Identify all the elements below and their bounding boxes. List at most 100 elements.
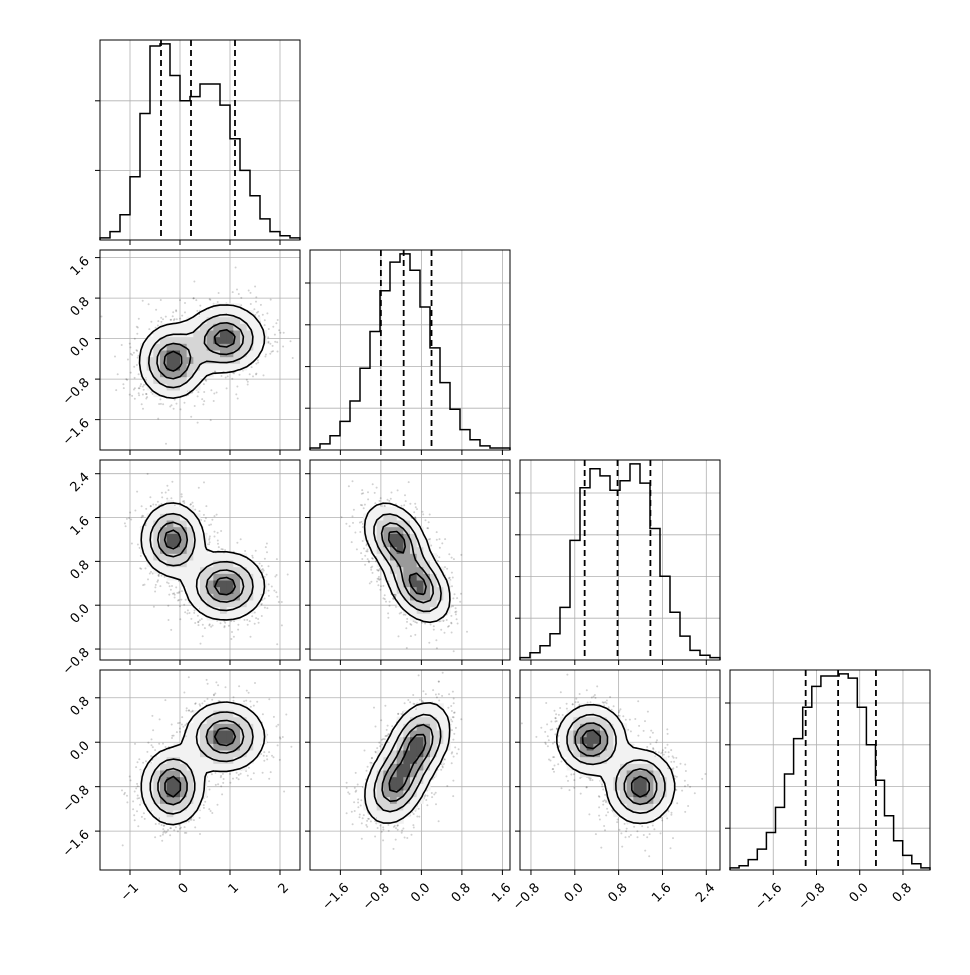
scatter-point <box>209 298 211 300</box>
scatter-point <box>406 621 408 623</box>
scatter-point <box>379 500 381 502</box>
scatter-point <box>268 328 270 330</box>
density-cell <box>253 573 260 580</box>
scatter-point <box>428 521 430 523</box>
scatter-point <box>261 569 263 571</box>
scatter-point <box>364 555 366 557</box>
scatter-point <box>226 387 228 389</box>
scatter-point <box>257 618 259 620</box>
scatter-point <box>134 338 136 340</box>
scatter-point <box>236 289 238 291</box>
scatter-point <box>133 389 135 391</box>
scatter-point <box>435 639 437 641</box>
density-cell <box>253 587 260 594</box>
scatter-point <box>201 398 203 400</box>
scatter-point <box>447 626 449 628</box>
density-cell <box>200 553 207 560</box>
scatter-point <box>138 318 140 320</box>
density-cell <box>167 390 174 397</box>
scatter-point <box>247 381 249 383</box>
scatter-point <box>230 638 232 640</box>
panel-content <box>100 250 300 450</box>
scatter-point <box>356 548 358 550</box>
scatter-point <box>436 531 438 533</box>
scatter-point <box>186 707 188 709</box>
scatter-point <box>239 374 241 376</box>
scatter-point <box>264 598 266 600</box>
scatter-point <box>430 624 432 626</box>
scatter-point <box>406 618 408 620</box>
scatter-point <box>453 558 455 560</box>
scatter-point <box>203 383 205 385</box>
scatter-point <box>204 520 206 522</box>
scatter-point <box>157 418 159 420</box>
scatter-point <box>345 523 347 525</box>
scatter-point <box>155 309 157 311</box>
scatter-point <box>383 597 385 599</box>
scatter-point <box>413 511 415 513</box>
scatter-point <box>193 612 195 614</box>
scatter-point <box>158 403 160 405</box>
density-cell <box>173 507 180 514</box>
scatter-point <box>364 564 366 566</box>
scatter-point <box>416 622 418 624</box>
scatter-point <box>184 311 186 313</box>
scatter-point <box>155 584 157 586</box>
scatter-point <box>352 515 354 517</box>
density-cell <box>403 553 410 560</box>
scatter-point <box>303 544 305 546</box>
scatter-point <box>454 593 456 595</box>
scatter-point <box>170 319 172 321</box>
scatter-point <box>273 716 275 718</box>
scatter-point <box>157 320 159 322</box>
scatter-point <box>446 619 448 621</box>
scatter-point <box>131 395 133 397</box>
scatter-point <box>195 299 197 301</box>
scatter-point <box>147 578 149 580</box>
density-cell <box>390 507 397 514</box>
scatter-point <box>377 584 379 586</box>
scatter-point <box>168 594 170 596</box>
scatter-point <box>367 558 369 560</box>
scatter-point <box>155 327 157 329</box>
density-cell <box>200 560 207 567</box>
scatter-point <box>365 550 367 552</box>
density-cell <box>180 323 187 330</box>
scatter-point <box>389 601 391 603</box>
scatter-point <box>387 612 389 614</box>
scatter-point <box>374 492 376 494</box>
scatter-point <box>220 530 222 532</box>
scatter-point <box>218 546 220 548</box>
scatter-point <box>246 379 248 381</box>
scatter-point <box>125 525 127 527</box>
scatter-point <box>235 393 237 395</box>
scatter-point <box>115 389 117 391</box>
scatter-point <box>199 510 201 512</box>
scatter-point <box>364 504 366 506</box>
density-cell <box>193 343 200 350</box>
scatter-point <box>209 789 211 791</box>
scatter-point <box>145 760 147 762</box>
scatter-point <box>152 746 154 748</box>
scatter-point <box>276 643 278 645</box>
scatter-point <box>406 647 408 649</box>
scatter-point <box>287 574 289 576</box>
scatter-point <box>422 513 424 515</box>
scatter-point <box>446 568 448 570</box>
density-cell <box>153 383 160 390</box>
scatter-point <box>128 517 130 519</box>
scatter-point <box>449 577 451 579</box>
scatter-point <box>146 393 148 395</box>
scatter-point <box>172 315 174 317</box>
scatter-point <box>436 539 438 541</box>
density-cell <box>180 337 187 344</box>
scatter-point <box>387 499 389 501</box>
scatter-point <box>124 522 126 524</box>
scatter-point <box>456 597 458 599</box>
scatter-point <box>255 301 257 303</box>
density-cell <box>423 607 430 614</box>
scatter-point <box>236 386 238 388</box>
scatter-point <box>264 319 266 321</box>
scatter-point <box>150 321 152 323</box>
scatter-point <box>410 635 412 637</box>
